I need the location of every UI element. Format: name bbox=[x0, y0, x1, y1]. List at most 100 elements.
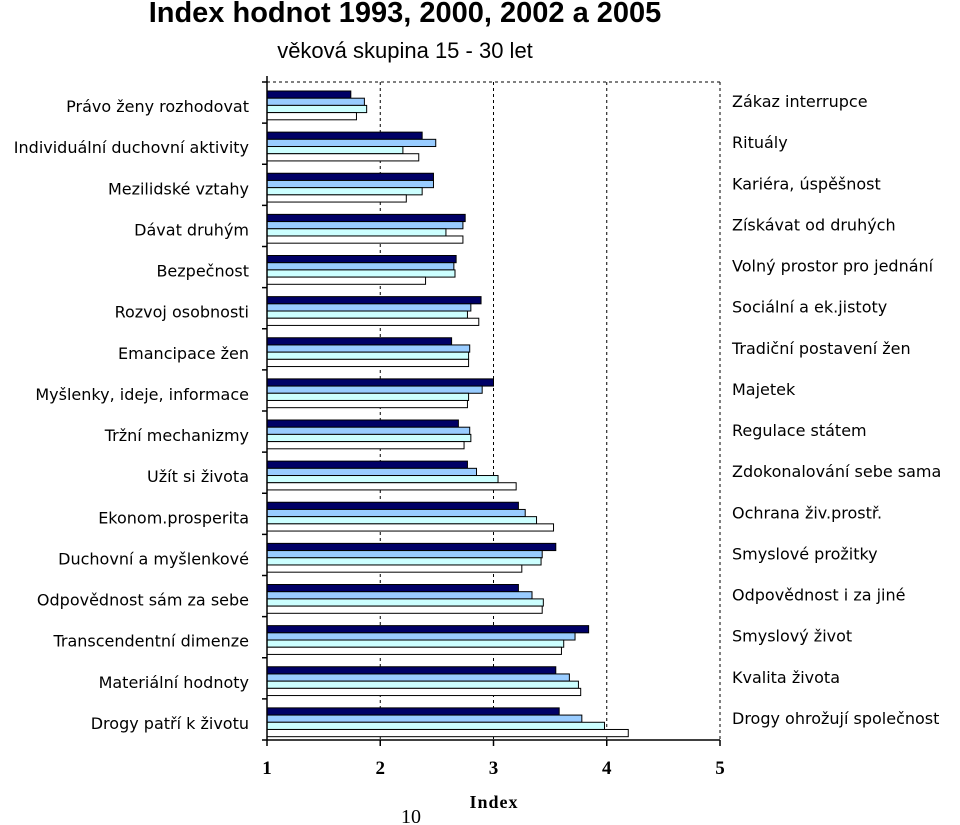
category-left-label: Transcendentní dimenze bbox=[52, 632, 249, 651]
category-left-label: Emancipace žen bbox=[118, 344, 249, 363]
category-right-label: Ochrana živ.prostř. bbox=[732, 503, 882, 522]
category-left-label: Tržní mechanizmy bbox=[104, 426, 249, 445]
bar-12-series-4 bbox=[266, 564, 523, 573]
x-tick-label-3: 3 bbox=[489, 758, 499, 779]
bar-2-series-4 bbox=[266, 153, 420, 162]
x-tick-label-2: 2 bbox=[376, 758, 386, 779]
category-left-label: Duchovní a myšlenkové bbox=[58, 549, 249, 568]
bar-7-series-3 bbox=[266, 351, 470, 360]
bar-3-series-3 bbox=[266, 187, 423, 196]
x-axis-title: Index bbox=[469, 792, 518, 812]
bar-16-series-3 bbox=[266, 721, 605, 730]
bar-14-series-2 bbox=[266, 632, 576, 641]
category-right-label: Odpovědnost i za jiné bbox=[732, 586, 905, 605]
category-right-label: Smyslové prožitky bbox=[732, 544, 878, 563]
bar-7-series-1 bbox=[266, 337, 453, 346]
bar-8-series-4 bbox=[266, 399, 468, 409]
category-right-label: Tradiční postavení žen bbox=[731, 339, 911, 358]
bar-14-series-3 bbox=[266, 639, 565, 648]
x-tick-label-5: 5 bbox=[715, 758, 725, 779]
category-left-label: Dávat druhým bbox=[134, 220, 249, 239]
x-tick-label-4: 4 bbox=[602, 758, 612, 779]
category-left-label: Odpovědnost sám za sebe bbox=[37, 591, 249, 610]
bar-4-series-3 bbox=[266, 228, 447, 237]
bar-16-series-1 bbox=[266, 707, 560, 716]
x-tick-label-1: 1 bbox=[262, 758, 272, 779]
page-number: 10 bbox=[401, 806, 421, 825]
bar-5-series-3 bbox=[266, 269, 456, 278]
category-right-label: Získávat od druhých bbox=[732, 215, 896, 234]
bar-11-series-2 bbox=[266, 508, 526, 518]
bar-12-series-2 bbox=[266, 550, 543, 559]
bar-6-series-3 bbox=[266, 310, 468, 319]
category-left-label: Bezpečnost bbox=[156, 262, 249, 281]
bar-1-series-2 bbox=[266, 97, 365, 106]
bar-1-series-4 bbox=[266, 112, 357, 121]
category-left-label: Rozvoj osobnosti bbox=[115, 303, 249, 322]
bar-5-series-2 bbox=[266, 262, 455, 271]
bar-5-series-1 bbox=[266, 255, 457, 264]
category-left-label: Mezilidské vztahy bbox=[108, 179, 249, 198]
bar-1-series-3 bbox=[266, 104, 368, 114]
category-right-label: Smyslový život bbox=[732, 627, 852, 646]
bar-15-series-3 bbox=[266, 680, 579, 689]
bar-9-series-2 bbox=[266, 426, 471, 435]
bar-13-series-2 bbox=[266, 591, 533, 600]
right-category-labels: Zákaz interrupce Rituály Kariéra, úspěšnos… bbox=[731, 92, 941, 728]
category-right-label: Kariéra, úspěšnost bbox=[732, 174, 881, 193]
bar-4-series-1 bbox=[266, 213, 466, 223]
bar-10-series-2 bbox=[266, 467, 478, 477]
bar-3-series-1 bbox=[266, 172, 434, 181]
bar-16-series-2 bbox=[266, 714, 583, 723]
bar-4-series-2 bbox=[266, 221, 464, 230]
category-left-label: Právo ženy rozhodovat bbox=[66, 97, 249, 116]
bar-4-series-4 bbox=[266, 235, 464, 244]
bar-7-series-4 bbox=[266, 358, 470, 368]
bar-12-series-3 bbox=[266, 557, 542, 566]
bar-11-series-3 bbox=[266, 516, 538, 525]
bar-8-series-1 bbox=[266, 378, 494, 387]
category-left-label: Ekonom.prosperita bbox=[98, 508, 249, 527]
bar-11-series-1 bbox=[266, 501, 519, 510]
bar-12-series-1 bbox=[266, 542, 557, 552]
x-axis: 1 2 3 4 5 bbox=[262, 76, 725, 779]
bar-2-series-3 bbox=[266, 146, 404, 155]
bar-2-series-1 bbox=[266, 131, 423, 140]
category-right-label: Kvalita života bbox=[732, 668, 840, 687]
category-left-label: Drogy patří k životu bbox=[91, 714, 249, 733]
bar-10-series-4 bbox=[266, 482, 517, 491]
category-left-label: Užít si života bbox=[147, 467, 249, 486]
bar-7-series-2 bbox=[266, 344, 471, 353]
bar-15-series-1 bbox=[266, 666, 557, 675]
bar-9-series-3 bbox=[266, 433, 472, 443]
bar-16-series-4 bbox=[266, 728, 629, 738]
bar-11-series-4 bbox=[266, 523, 555, 532]
bar-9-series-1 bbox=[266, 419, 459, 428]
category-left-label: Materiální hodnoty bbox=[99, 673, 249, 692]
bar-2-series-2 bbox=[266, 138, 437, 148]
bar-14-series-1 bbox=[266, 625, 590, 634]
category-right-label: Zákaz interrupce bbox=[732, 92, 868, 111]
bar-13-series-4 bbox=[266, 605, 543, 614]
bar-8-series-2 bbox=[266, 385, 483, 394]
bar-6-series-4 bbox=[266, 317, 480, 326]
bar-10-series-3 bbox=[266, 475, 499, 484]
category-right-label: Regulace státem bbox=[732, 421, 867, 440]
chart-title: Index hodnot 1993, 2000, 2002 a 2005 bbox=[149, 0, 662, 29]
bar-6-series-2 bbox=[266, 303, 472, 312]
category-left-label: Myšlenky, ideje, informace bbox=[35, 385, 249, 404]
bars-group bbox=[266, 90, 629, 738]
bar-9-series-4 bbox=[266, 441, 465, 450]
bar-3-series-2 bbox=[266, 179, 434, 189]
category-right-label: Rituály bbox=[732, 133, 788, 152]
bar-13-series-3 bbox=[266, 598, 544, 607]
bar-14-series-4 bbox=[266, 646, 562, 655]
bar-6-series-1 bbox=[266, 296, 482, 305]
bar-15-series-2 bbox=[266, 673, 570, 682]
bar-5-series-4 bbox=[266, 276, 427, 285]
bar-3-series-4 bbox=[266, 194, 407, 203]
bar-10-series-1 bbox=[266, 460, 468, 469]
bar-15-series-4 bbox=[266, 687, 582, 697]
category-right-label: Zdokonalování sebe sama bbox=[732, 462, 941, 481]
